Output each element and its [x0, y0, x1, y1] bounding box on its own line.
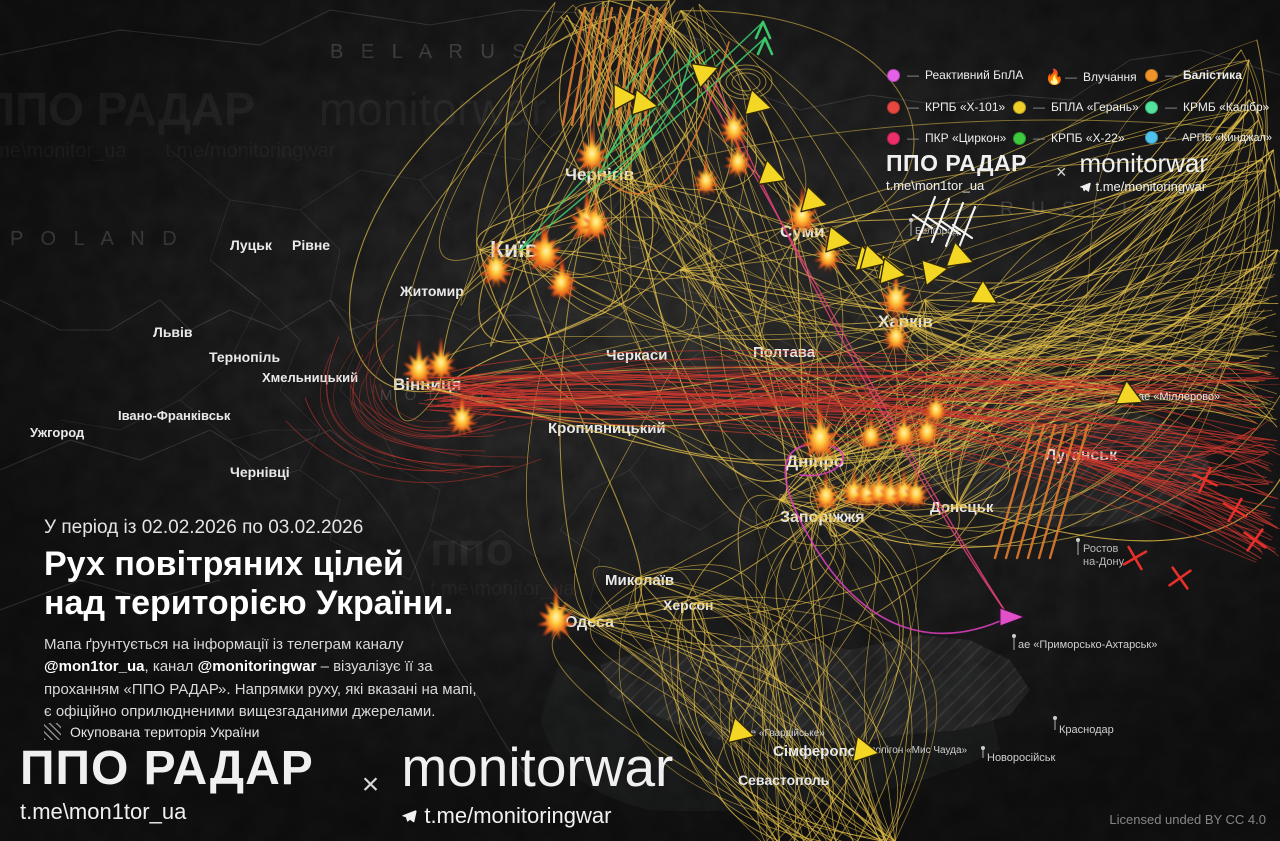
svg-text:на-Дону: на-Дону	[1083, 556, 1125, 568]
svg-text:Ростов: Ростов	[1083, 543, 1119, 555]
